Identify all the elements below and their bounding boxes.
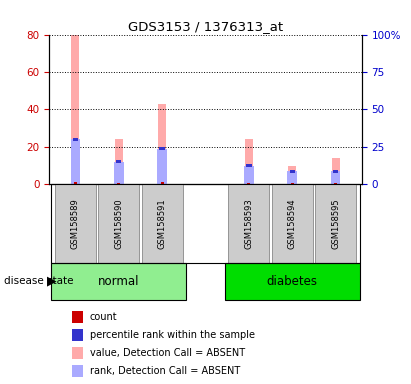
- Bar: [158, 104, 166, 184]
- Bar: [71, 139, 80, 184]
- Text: normal: normal: [98, 275, 139, 288]
- Text: GSM158593: GSM158593: [245, 198, 254, 249]
- Bar: [115, 139, 122, 184]
- Text: count: count: [90, 312, 117, 322]
- Bar: [161, 182, 164, 184]
- Text: diabetes: diabetes: [267, 275, 318, 288]
- Bar: [74, 182, 77, 184]
- Text: GSM158589: GSM158589: [71, 198, 80, 249]
- Bar: [114, 162, 123, 184]
- Text: value, Detection Call = ABSENT: value, Detection Call = ABSENT: [90, 348, 245, 358]
- Bar: [245, 139, 253, 184]
- Bar: [332, 158, 339, 184]
- Text: disease state: disease state: [4, 276, 74, 286]
- Bar: [157, 149, 167, 184]
- Bar: [288, 171, 297, 184]
- Text: percentile rank within the sample: percentile rank within the sample: [90, 330, 254, 340]
- Title: GDS3153 / 1376313_at: GDS3153 / 1376313_at: [128, 20, 283, 33]
- Bar: [159, 147, 165, 150]
- Bar: [333, 170, 338, 173]
- Bar: [116, 161, 121, 163]
- Text: GSM158591: GSM158591: [157, 199, 166, 249]
- Text: ▶: ▶: [47, 275, 57, 288]
- Bar: [290, 170, 295, 173]
- Bar: [246, 164, 252, 167]
- Text: GSM158590: GSM158590: [114, 199, 123, 249]
- Bar: [289, 166, 296, 184]
- Bar: [73, 138, 78, 141]
- Bar: [331, 171, 340, 184]
- Text: GSM158595: GSM158595: [331, 199, 340, 249]
- Text: rank, Detection Call = ABSENT: rank, Detection Call = ABSENT: [90, 366, 240, 376]
- Bar: [72, 35, 79, 184]
- Bar: [244, 166, 254, 184]
- Text: GSM158594: GSM158594: [288, 199, 297, 249]
